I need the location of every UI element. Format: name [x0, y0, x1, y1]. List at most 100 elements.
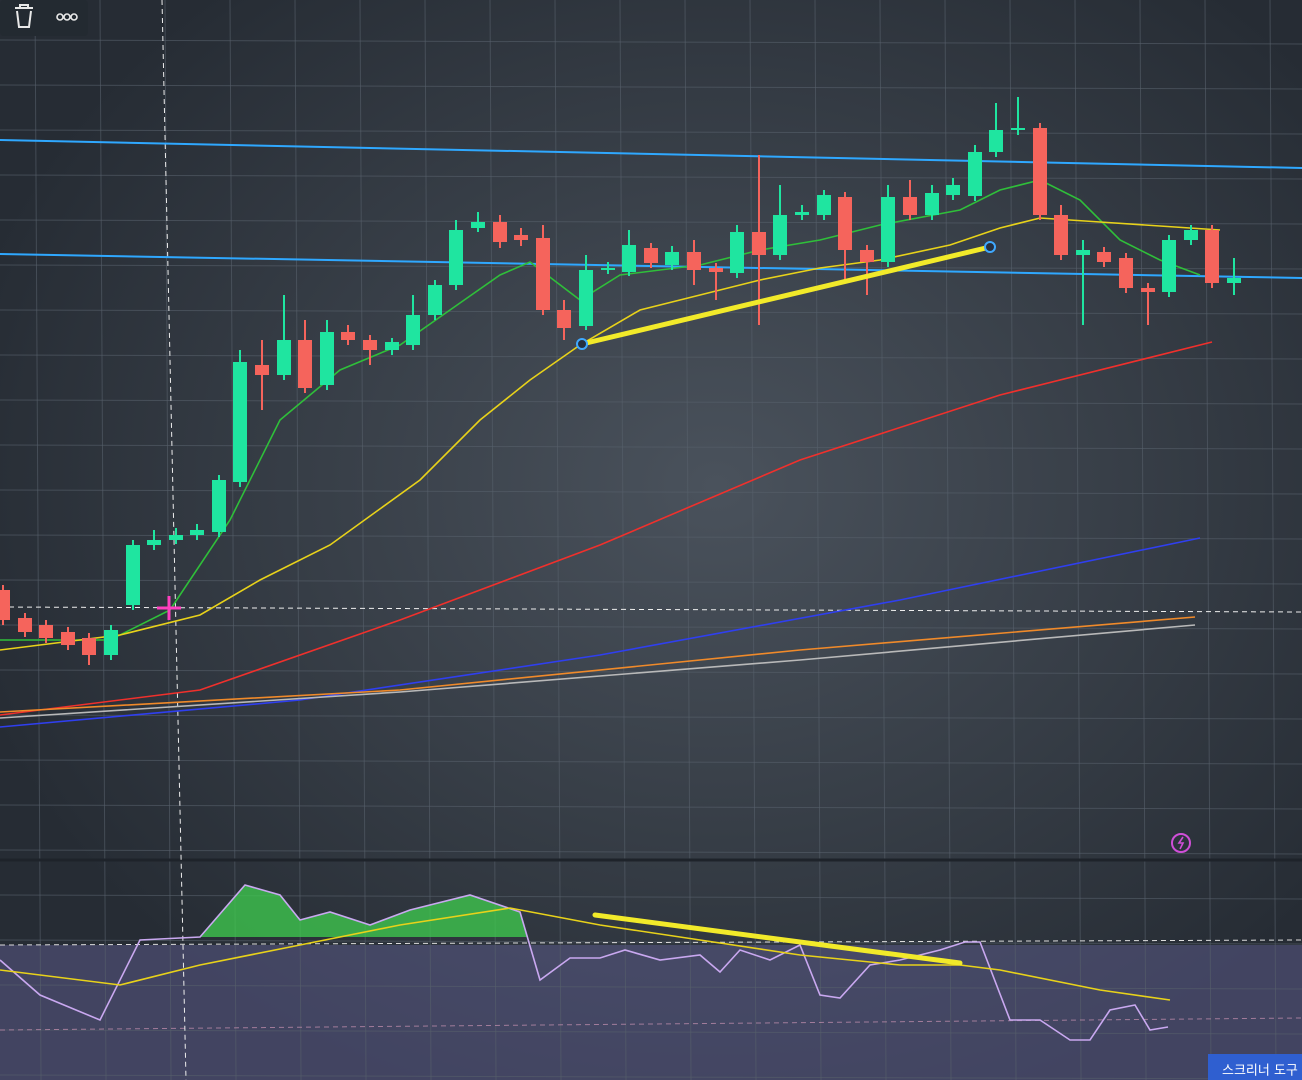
grid-line: [0, 174, 1302, 180]
grid-line: [359, 0, 367, 1080]
indicator-level: [0, 1017, 1302, 1031]
candle-body: [82, 638, 96, 655]
candle-body: [579, 270, 593, 326]
candle-body: [61, 632, 75, 645]
candle-body: [493, 222, 507, 242]
candle-body: [212, 480, 226, 532]
moving-average: [0, 217, 1221, 651]
grid-line: [0, 624, 1302, 630]
grid-line: [34, 0, 42, 1080]
trendline-handle: [984, 241, 996, 253]
candle-body: [1011, 128, 1025, 130]
candle-body: [1054, 215, 1068, 255]
candle-body: [363, 340, 377, 350]
candle-body: [514, 235, 528, 240]
candle-body: [341, 332, 355, 340]
grid-line: [0, 984, 1302, 990]
candle-body: [536, 238, 550, 310]
grid-line: [0, 309, 1302, 315]
candle-body: [406, 315, 420, 345]
toolbar: [0, 0, 88, 36]
candle-body: [471, 222, 485, 228]
grid-line: [0, 1074, 1302, 1080]
grid-line: [0, 579, 1302, 585]
candle-body: [817, 195, 831, 215]
candle-body: [773, 215, 787, 255]
screener-button-label[interactable]: 스크리너 도구: [1222, 1064, 1298, 1079]
grid-line: [0, 354, 1302, 360]
indicator-level: [0, 939, 1302, 946]
screener-button[interactable]: [1208, 1054, 1302, 1080]
grid-line: [0, 219, 1302, 225]
candle-body: [860, 250, 874, 262]
candle-body: [147, 540, 161, 545]
candle-body: [18, 618, 32, 632]
crosshair-cursor: [157, 596, 181, 620]
grid-line: [814, 0, 822, 1080]
candle-body: [298, 340, 312, 388]
candle-body: [1141, 288, 1155, 292]
candle-body: [169, 535, 183, 540]
grid-line: [619, 0, 627, 1080]
candle-body: [1227, 278, 1241, 283]
candle-body: [1033, 128, 1047, 215]
candle-body: [104, 630, 118, 655]
candle-body: [644, 248, 658, 263]
candle-body: [709, 268, 723, 272]
grid-line: [1009, 0, 1017, 1080]
grid-line: [0, 399, 1302, 405]
candle-body: [277, 340, 291, 375]
delete-button[interactable]: [15, 4, 33, 28]
trendline-handle: [576, 338, 588, 350]
moving-average: [0, 624, 1196, 719]
grid-line: [489, 0, 497, 1080]
candle-body: [126, 545, 140, 605]
crosshair-horizontal: [0, 606, 1302, 613]
indicator-line: [0, 884, 1169, 1041]
candle-body: [730, 232, 744, 273]
candle-body: [39, 625, 53, 638]
candle-body: [449, 230, 463, 285]
grid-line: [99, 0, 107, 1080]
candle-body: [665, 252, 679, 265]
candle-body: [320, 332, 334, 385]
more-button[interactable]: [56, 13, 78, 21]
candle-body: [1205, 230, 1219, 283]
plot: [0, 97, 1302, 1041]
moving-average: [0, 537, 1201, 728]
grid-line: [1204, 0, 1212, 1080]
alert-icon[interactable]: [1171, 833, 1191, 853]
candle-body: [989, 130, 1003, 152]
grid-line: [0, 849, 1302, 855]
trendline: [592, 912, 963, 966]
grid-line: [749, 0, 757, 1080]
grid-line: [424, 0, 432, 1080]
grid-line: [0, 894, 1302, 900]
grid-line: [0, 129, 1302, 135]
horizontal-level: [0, 139, 1302, 169]
candle-body: [881, 197, 895, 262]
grid-line: [554, 0, 562, 1080]
grid-line: [294, 0, 302, 1080]
grid-line: [1074, 0, 1082, 1080]
candle-body: [1119, 258, 1133, 288]
candle-body: [255, 365, 269, 375]
candle-body: [1076, 250, 1090, 255]
indicator-line: [0, 907, 1171, 1001]
grid-line: [0, 759, 1302, 765]
candle-body: [0, 590, 10, 620]
candle-body: [622, 245, 636, 272]
candle-body: [557, 310, 571, 328]
candle-body: [601, 268, 615, 270]
candle-body: [946, 185, 960, 195]
grid-line: [0, 714, 1302, 720]
indicator-band: [0, 945, 1302, 1080]
moving-average: [0, 179, 1201, 641]
grid-line: [944, 0, 952, 1080]
candle-body: [428, 285, 442, 315]
grid-line: [0, 534, 1302, 540]
candle-body: [795, 212, 809, 215]
